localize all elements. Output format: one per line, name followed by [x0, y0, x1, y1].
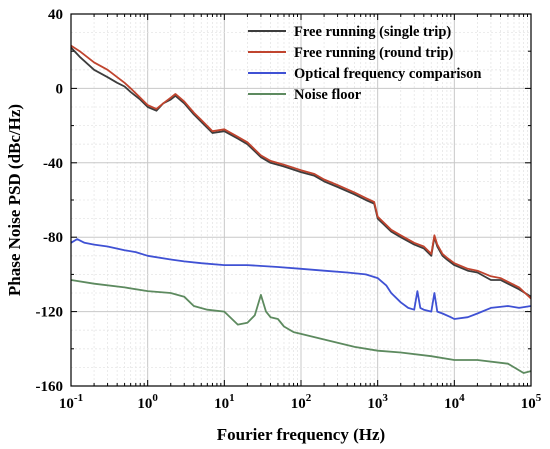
series-line-3	[71, 238, 531, 320]
y-tick-label: -160	[36, 379, 64, 395]
series-line-2	[71, 44, 531, 300]
legend-label: Noise floor	[294, 87, 362, 103]
x-tick-label: 101	[214, 392, 235, 412]
legend: Free running (single trip) Free running (…	[248, 24, 481, 103]
x-tick-label: 105	[521, 392, 542, 412]
series-line-4	[71, 279, 531, 374]
legend-label: Free running (round trip)	[294, 45, 454, 61]
x-axis-label: Fourier frequency (Hz)	[217, 425, 385, 444]
legend-label: Free running (single trip)	[294, 24, 451, 40]
y-tick-label: 40	[48, 7, 63, 23]
x-tick-label: 100	[137, 392, 158, 412]
x-tick-label: 10-1	[59, 392, 83, 412]
x-tick-label: 103	[367, 392, 388, 412]
x-tick-label: 104	[444, 392, 465, 412]
series-lines	[71, 44, 531, 374]
y-tick-label: -80	[43, 230, 63, 246]
x-tick-label: 102	[291, 392, 312, 412]
y-tick-label: -40	[43, 156, 63, 172]
legend-label: Optical frequency comparison	[294, 66, 481, 82]
grid	[70, 13, 531, 387]
axis-ticks: 10-1 100 101 102 103 104 105 -160 -120 -80 -40 0 40	[36, 7, 542, 412]
y-tick-label: 0	[56, 81, 64, 97]
y-tick-label: -120	[36, 305, 64, 321]
series-line-1	[71, 46, 531, 298]
y-axis-label: Phase Noise PSD (dBc/Hz)	[5, 104, 24, 296]
